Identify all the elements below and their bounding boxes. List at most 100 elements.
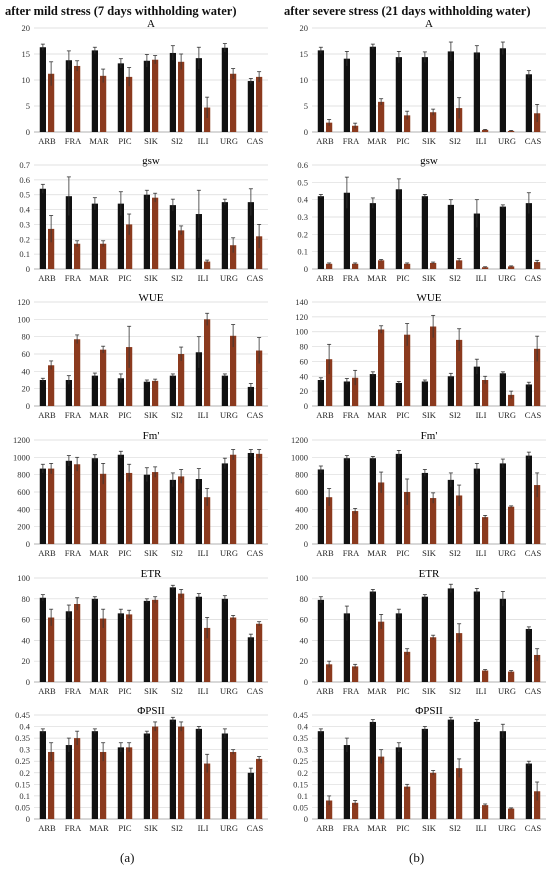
chart-b-3-bar-control: [525, 455, 532, 544]
chart-b-3-ytick-label: 600: [295, 487, 308, 497]
chart-b-4-xtick-label: URG: [498, 686, 516, 696]
chart-a-0-bar-stress: [230, 73, 237, 132]
chart-a-2-bar-control: [143, 381, 150, 406]
chart-b-5-bar-control: [395, 747, 402, 819]
chart-b-3-bar-control: [369, 458, 376, 544]
chart-b-5-xtick-label: ILI: [476, 823, 487, 833]
chart-b-2-bar-control: [395, 382, 402, 406]
chart-b-0-xtick-label: ILI: [476, 136, 487, 146]
chart-b-3-bar-stress: [508, 506, 515, 544]
chart-a-0-xtick-label: CAS: [247, 136, 264, 146]
chart-b-4-bar-stress: [508, 671, 515, 682]
chart-a-5-bar-control: [65, 745, 72, 819]
chart-a-1-ytick-label: 0.5: [19, 190, 30, 200]
chart-b-1-bar-stress: [326, 263, 333, 269]
chart-b-2-title: WUE: [416, 292, 441, 304]
chart-a-5-ytick-label: 0.1: [19, 791, 30, 801]
chart-a-3-bar-stress: [100, 473, 107, 544]
chart-b-3-title: Fm': [421, 430, 438, 442]
chart-b-5-bar-stress: [352, 802, 359, 819]
chart-a-2-xtick-label: SIK: [144, 410, 159, 420]
chart-a-2-ytick-label: 120: [17, 297, 30, 307]
chart-b-5-xtick-label: CAS: [525, 823, 542, 833]
chart-b-0-bar-stress: [534, 113, 541, 132]
chart-b-1-bar-control: [525, 203, 532, 269]
chart-a-0-ytick-label: 0: [26, 127, 30, 137]
chart-b-1-ytick-label: 0.2: [297, 229, 308, 239]
left-column-title: after mild stress (7 days withholding wa…: [5, 4, 237, 18]
chart-b-1-xtick-label: FRA: [343, 273, 360, 283]
chart-b-4-bar-control: [499, 598, 506, 682]
chart-b-4-bar-control: [525, 628, 532, 682]
chart-b-5-ytick-label: 0.4: [297, 722, 308, 732]
chart-a-5-bar-control: [143, 733, 150, 819]
chart-a-2-bar-stress: [230, 335, 237, 406]
chart-a-4-ytick-label: 20: [22, 656, 31, 666]
chart-a-4-bar-control: [65, 611, 72, 682]
chart-a-5-bar-stress: [152, 726, 159, 819]
chart-a-0-xtick-label: FRA: [65, 136, 82, 146]
chart-b-2-xtick-label: FRA: [343, 410, 360, 420]
chart-b-3-ytick-label: 1000: [291, 452, 308, 462]
chart-b-2-bar-stress: [326, 359, 333, 406]
chart-b-3-ytick-label: 1200: [291, 435, 308, 445]
chart-b-4-ytick-label: 80: [300, 594, 309, 604]
chart-b-1-xtick-label: ILI: [476, 273, 487, 283]
chart-a-4-bar-stress: [204, 627, 211, 682]
chart-b-3-bar-control: [421, 472, 428, 544]
chart-a-5-ytick-label: 0.05: [15, 802, 30, 812]
chart-a-3-ytick-label: 200: [17, 522, 30, 532]
chart-b-1-xtick-label: ARB: [316, 273, 334, 283]
chart-a-5-ytick-label: 0: [26, 814, 30, 824]
chart-a-3-bar-stress: [256, 453, 263, 544]
chart-a-5-xtick-label: CAS: [247, 823, 264, 833]
chart-b-2-bar-control: [317, 380, 324, 406]
chart-a-0-bar-control: [221, 47, 228, 133]
chart-a-2-bar-control: [247, 386, 254, 406]
chart-b-4-title: ETR: [419, 568, 440, 580]
chart-a-4-ytick-label: 40: [22, 635, 31, 645]
chart-a-5-bar-control: [247, 772, 254, 819]
chart-a-0-ytick-label: 5: [26, 101, 30, 111]
chart-b-0-bar-control: [369, 46, 376, 132]
chart-b-5-ytick-label: 0.35: [293, 733, 308, 743]
chart-a-2-bar-control: [169, 375, 176, 406]
chart-a-3-xtick-label: FRA: [65, 548, 82, 558]
chart-a-1-bar-stress: [204, 261, 211, 269]
chart-a-3-bar-stress: [204, 497, 211, 544]
chart-a-3-bar-stress: [178, 476, 185, 544]
chart-b-4-xtick-label: MAR: [367, 686, 387, 696]
chart-a-5-ytick-label: 0.45: [15, 710, 30, 720]
chart-a-2-bar-stress: [204, 319, 211, 406]
chart-a-5-bar-stress: [100, 751, 107, 819]
chart-a-4-xtick-label: SI2: [171, 686, 183, 696]
chart-a-4-xtick-label: SIK: [144, 686, 159, 696]
chart-b-0-ytick-label: 0: [304, 127, 308, 137]
chart-a-5-ytick-label: 0.35: [15, 733, 30, 743]
chart-b-4-bar-control: [421, 596, 428, 682]
chart-b-5-bar-stress: [378, 756, 385, 819]
chart-a-0-bar-stress: [152, 59, 159, 132]
chart-a-1-bar-stress: [48, 228, 55, 269]
chart-a-0-bar-stress: [48, 73, 55, 132]
chart-a-4-bar-control: [221, 598, 228, 682]
chart-a-3-bar-control: [143, 474, 150, 544]
chart-b-2-xtick-label: MAR: [367, 410, 387, 420]
chart-a-5-xtick-label: ILI: [198, 823, 209, 833]
chart-a-0-xtick-label: SI2: [171, 136, 183, 146]
chart-b-4-bar-stress: [430, 637, 437, 682]
chart-a-1-ytick-label: 0.6: [19, 175, 30, 185]
chart-a-1-ytick-label: 0.4: [19, 205, 30, 215]
chart-b-5-bar-stress: [456, 768, 463, 819]
chart-a-2-xtick-label: CAS: [247, 410, 264, 420]
chart-b-2-xtick-label: SI2: [449, 410, 461, 420]
chart-b-5-bar-control: [525, 763, 532, 819]
chart-b-4-xtick-label: CAS: [525, 686, 542, 696]
chart-a-1-bar-stress: [126, 224, 133, 269]
chart-a-0-bar-control: [65, 60, 72, 132]
chart-a-2-bar-stress: [256, 350, 263, 406]
chart-b-1-ytick-label: 0.4: [297, 195, 308, 205]
chart-b-0-xtick-label: SI2: [449, 136, 461, 146]
chart-b-2-bar-control: [369, 374, 376, 406]
